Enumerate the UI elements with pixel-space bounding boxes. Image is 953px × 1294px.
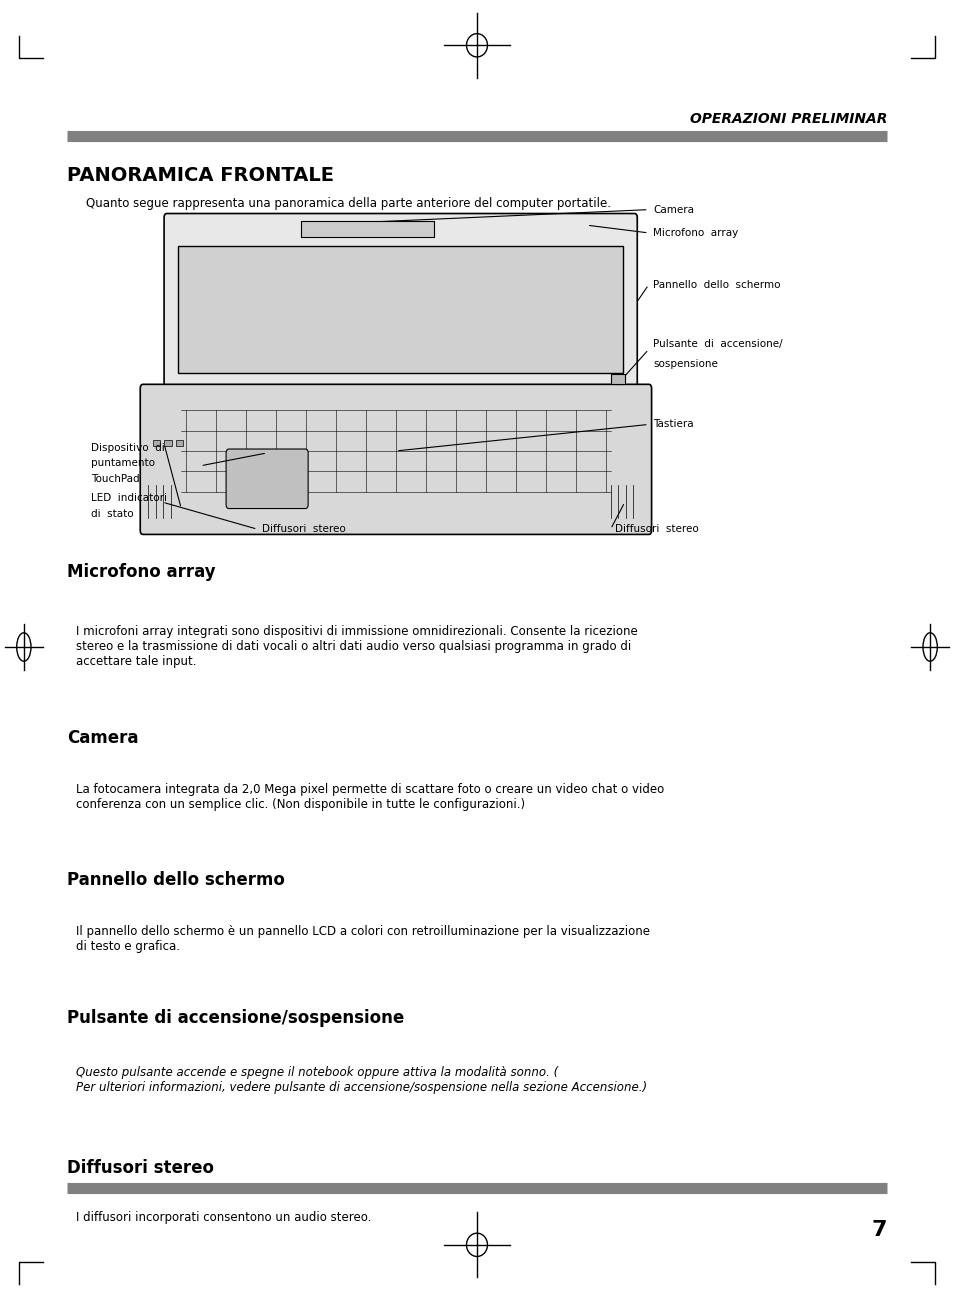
Text: Camera: Camera	[653, 204, 694, 215]
Text: Camera: Camera	[67, 729, 138, 747]
Text: Pulsante  di  accensione/: Pulsante di accensione/	[653, 339, 782, 349]
Text: Tastiera: Tastiera	[653, 419, 694, 430]
Bar	[152, 440, 160, 446]
FancyBboxPatch shape	[178, 246, 622, 373]
Text: sospensione: sospensione	[653, 358, 718, 369]
Text: Microfono array: Microfono array	[67, 563, 215, 581]
Bar	[164, 440, 172, 446]
Text: OPERAZIONI PRELIMINAR: OPERAZIONI PRELIMINAR	[689, 111, 886, 126]
Text: Diffusori stereo: Diffusori stereo	[67, 1159, 213, 1178]
Text: Pannello dello schermo: Pannello dello schermo	[67, 871, 284, 889]
Text: La fotocamera integrata da 2,0 Mega pixel permette di scattare foto o creare un : La fotocamera integrata da 2,0 Mega pixe…	[76, 783, 664, 811]
Text: Questo pulsante accende e spegne il notebook oppure attiva la modalità sonno. (
: Questo pulsante accende e spegne il note…	[76, 1066, 647, 1095]
FancyBboxPatch shape	[226, 449, 308, 509]
Text: PANORAMICA FRONTALE: PANORAMICA FRONTALE	[67, 166, 334, 185]
Text: I microfoni array integrati sono dispositivi di immissione omnidirezionali. Cons: I microfoni array integrati sono disposi…	[76, 625, 638, 668]
FancyBboxPatch shape	[140, 384, 651, 534]
Text: Diffusori  stereo: Diffusori stereo	[262, 524, 346, 534]
Text: TouchPad: TouchPad	[91, 474, 139, 484]
Text: Quanto segue rappresenta una panoramica della parte anteriore del computer porta: Quanto segue rappresenta una panoramica …	[86, 197, 610, 210]
Text: Dispositivo  di: Dispositivo di	[91, 443, 164, 453]
Text: 7: 7	[871, 1220, 886, 1240]
Bar	[175, 440, 183, 446]
Bar	[610, 374, 624, 384]
Text: Pannello  dello  schermo: Pannello dello schermo	[653, 280, 781, 290]
Text: Pulsante di accensione/sospensione: Pulsante di accensione/sospensione	[67, 1009, 404, 1027]
Text: I diffusori incorporati consentono un audio stereo.: I diffusori incorporati consentono un au…	[76, 1211, 372, 1224]
Text: Il pannello dello schermo è un pannello LCD a colori con retroilluminazione per : Il pannello dello schermo è un pannello …	[76, 925, 650, 954]
Text: Diffusori  stereo: Diffusori stereo	[615, 524, 699, 534]
Text: di  stato: di stato	[91, 509, 133, 519]
Text: puntamento: puntamento	[91, 458, 154, 468]
Text: LED  indicatori: LED indicatori	[91, 493, 167, 503]
Bar	[300, 221, 434, 237]
Text: Microfono  array: Microfono array	[653, 228, 738, 238]
FancyBboxPatch shape	[164, 214, 637, 392]
